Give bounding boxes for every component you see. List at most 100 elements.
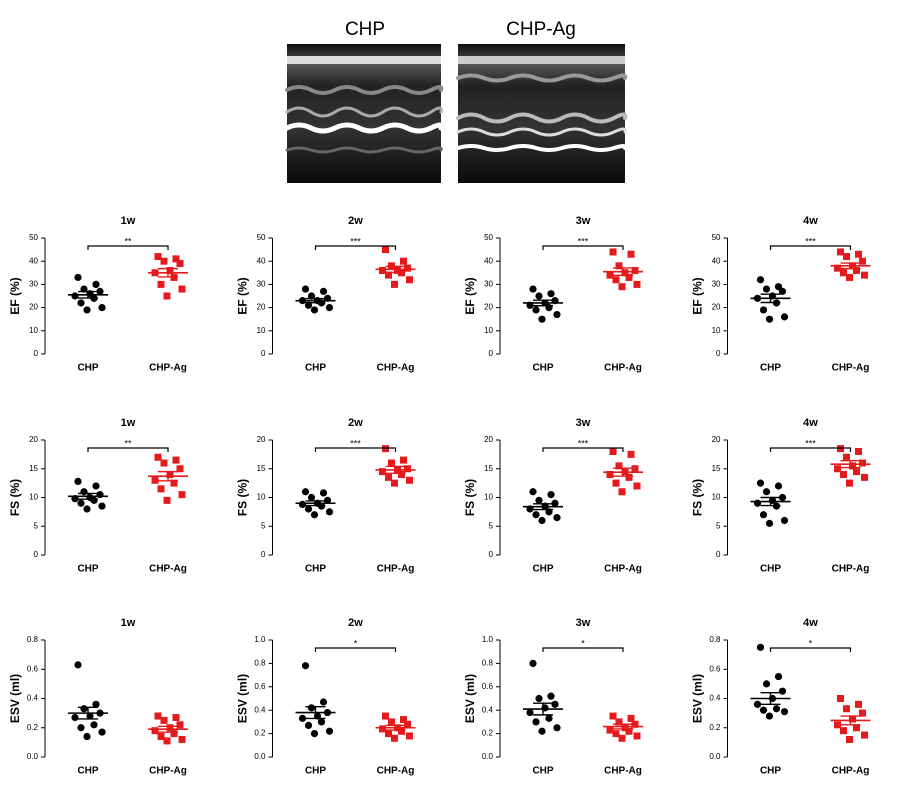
- data-point: [385, 730, 392, 738]
- y-axis-label: FS (%): [8, 479, 22, 516]
- data-point: [774, 482, 783, 490]
- data-point: [625, 473, 633, 481]
- data-point: [310, 511, 319, 519]
- y-tick-label: 0: [489, 349, 494, 358]
- y-tick-label: 30: [257, 280, 266, 289]
- chart-title: 4w: [803, 417, 818, 429]
- data-point: [304, 721, 313, 730]
- x-tick-label: CHP-Ag: [832, 564, 870, 575]
- y-tick-label: 0.6: [709, 664, 721, 673]
- data-point: [538, 727, 546, 735]
- data-point: [90, 496, 98, 504]
- data-point: [855, 700, 862, 708]
- data-point: [846, 735, 853, 743]
- data-point: [304, 301, 313, 309]
- data-point: [385, 271, 392, 279]
- data-point: [606, 271, 614, 279]
- data-point: [394, 266, 401, 274]
- data-point: [843, 253, 850, 261]
- data-point: [404, 264, 411, 272]
- data-point: [163, 292, 171, 300]
- data-point: [834, 721, 841, 729]
- x-tick-label: CHP: [77, 564, 98, 575]
- data-point: [765, 519, 774, 527]
- x-tick-label: CHP-Ag: [377, 766, 415, 777]
- y-axis-label: FS (%): [236, 479, 250, 516]
- y-tick-label: 0.8: [254, 659, 266, 668]
- y-axis-label: EF (%): [8, 277, 22, 314]
- data-point: [98, 728, 106, 736]
- chart: 4w ESV (ml) 0.0 0.2 0.4 0.6 0.8 CHP CHP-Ag *: [691, 617, 871, 777]
- x-tick-label: CHP: [760, 766, 781, 777]
- data-point: [166, 471, 174, 478]
- x-tick-label: CHP-Ag: [604, 766, 642, 777]
- data-point: [631, 266, 639, 274]
- y-tick-label: 40: [257, 256, 266, 265]
- data-point: [92, 700, 100, 708]
- data-point: [853, 266, 860, 274]
- y-axis-label: EF (%): [236, 277, 250, 314]
- data-point: [547, 290, 555, 298]
- y-tick-label: 0: [34, 550, 39, 559]
- data-point: [77, 499, 85, 507]
- x-tick-label: CHP-Ag: [604, 564, 642, 575]
- data-point: [625, 727, 633, 735]
- x-tick-label: CHP-Ag: [377, 564, 415, 575]
- y-tick-label: 5: [716, 521, 721, 530]
- y-tick-label: 0.8: [27, 635, 39, 644]
- chart-title: 1w: [121, 617, 136, 629]
- y-tick-label: 20: [712, 435, 721, 444]
- data-point: [765, 315, 774, 323]
- significance-label: *: [809, 638, 813, 648]
- data-point: [618, 734, 626, 742]
- y-tick-label: 0.6: [27, 664, 39, 673]
- y-tick-label: 50: [257, 233, 266, 242]
- data-point: [853, 724, 860, 732]
- y-tick-label: 0: [34, 349, 39, 358]
- data-point: [83, 505, 91, 513]
- significance-bracket: [87, 447, 169, 452]
- data-point: [400, 456, 407, 464]
- data-point: [400, 716, 407, 724]
- chart: 1w ESV (ml) 0.0 0.2 0.4 0.6 0.8 CHP CHP-Ag: [8, 617, 188, 777]
- y-tick-label: 0: [261, 550, 266, 559]
- y-tick-label: 0.4: [254, 705, 266, 714]
- y-tick-label: 20: [29, 303, 38, 312]
- data-point: [404, 720, 411, 728]
- x-tick-label: CHP: [532, 564, 553, 575]
- x-tick-label: CHP: [532, 363, 553, 374]
- x-tick-label: CHP-Ag: [377, 363, 415, 374]
- data-point: [157, 733, 165, 741]
- chart-title: 3w: [576, 617, 591, 629]
- chart-title: 3w: [576, 215, 591, 227]
- y-tick-label: 0: [716, 550, 721, 559]
- data-point: [861, 271, 868, 279]
- data-point: [837, 248, 844, 256]
- data-point: [615, 462, 623, 470]
- data-point: [861, 731, 868, 739]
- y-tick-label: 40: [29, 256, 38, 265]
- chart-title: 3w: [576, 417, 591, 429]
- data-point: [780, 708, 789, 716]
- x-tick-label: CHP-Ag: [149, 564, 187, 575]
- x-tick-label: CHP: [532, 766, 553, 777]
- data-point: [762, 680, 771, 688]
- data-point: [157, 280, 165, 288]
- data-point: [301, 488, 310, 496]
- data-point: [547, 692, 555, 700]
- y-tick-label: 20: [29, 435, 38, 444]
- x-tick-label: CHP: [305, 363, 326, 374]
- y-tick-label: 30: [484, 280, 493, 289]
- chart: 3w EF (%) 0 10 20 30 40 50 CHP CHP-Ag ***: [463, 215, 643, 374]
- significance-label: ***: [805, 438, 816, 448]
- data-point: [385, 473, 392, 481]
- significance-bracket: [769, 245, 852, 250]
- y-tick-label: 50: [29, 233, 38, 242]
- data-point: [855, 250, 862, 258]
- y-axis-label: EF (%): [463, 277, 477, 314]
- data-point: [74, 273, 82, 282]
- y-tick-label: 20: [257, 435, 266, 444]
- data-point: [170, 730, 178, 738]
- data-point: [627, 250, 635, 258]
